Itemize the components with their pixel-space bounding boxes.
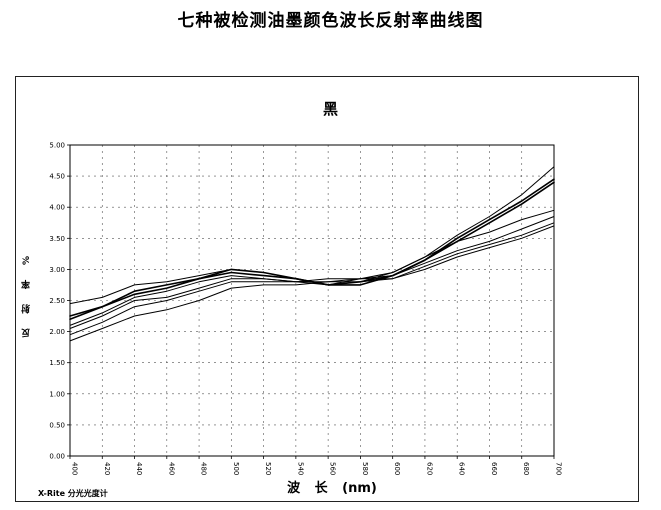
x-tick-label: 540 (296, 462, 304, 475)
y-tick-label: 5.00 (49, 142, 65, 150)
y-tick-label: 0.00 (49, 453, 65, 461)
y-tick-label: 0.50 (49, 421, 65, 429)
y-tick-label: 3.00 (49, 266, 65, 274)
page-title: 七种被检测油墨颜色波长反射率曲线图 (177, 11, 484, 31)
x-tick-label: 660 (490, 462, 498, 475)
x-tick-label: 560 (329, 462, 337, 475)
y-tick-label: 2.00 (49, 328, 65, 336)
x-tick-label: 700 (555, 462, 563, 475)
y-tick-label: 3.50 (49, 235, 65, 243)
x-tick-label: 480 (200, 462, 208, 475)
y-tick-label: 1.50 (49, 359, 65, 367)
x-axis-ticks: 400 420 440 460 480 500 520 540 560 580 600 620 640 6… (69, 456, 563, 475)
chart-frame (15, 76, 639, 502)
x-tick-label: 520 (264, 462, 272, 475)
x-tick-label: 500 (232, 462, 240, 475)
series-line-5 (69, 216, 555, 329)
x-tick-label: 580 (361, 462, 369, 475)
x-tick-label: 680 (522, 462, 530, 475)
x-tick-label: 400 (71, 462, 79, 475)
series-lines (69, 166, 555, 342)
x-axis-label: 波 长 (nm) (287, 481, 377, 496)
x-tick-label: 640 (458, 462, 466, 475)
y-tick-label: 4.00 (49, 204, 65, 212)
y-axis-label: 反 射 率 % (22, 250, 32, 338)
x-tick-label: 440 (135, 462, 143, 475)
y-axis-ticks: 0.00 0.50 1.00 1.50 2.00 2.50 3.00 3.50 4.00 4.50… (49, 142, 70, 461)
x-tick-label: 620 (425, 462, 433, 475)
series-line-6 (69, 222, 555, 336)
y-tick-label: 2.50 (49, 297, 65, 305)
series-line-3 (69, 181, 555, 321)
series-line-7 (69, 225, 555, 342)
x-tick-label: 600 (393, 462, 401, 475)
x-tick-label: 420 (103, 462, 111, 475)
y-tick-label: 1.00 (49, 390, 65, 398)
x-tick-label: 460 (167, 462, 175, 475)
y-tick-label: 4.50 (49, 173, 65, 181)
chart-title: 黑 (322, 100, 338, 118)
instrument-note: X-Rite 分光光度计 (38, 489, 108, 498)
gridlines (70, 145, 554, 456)
